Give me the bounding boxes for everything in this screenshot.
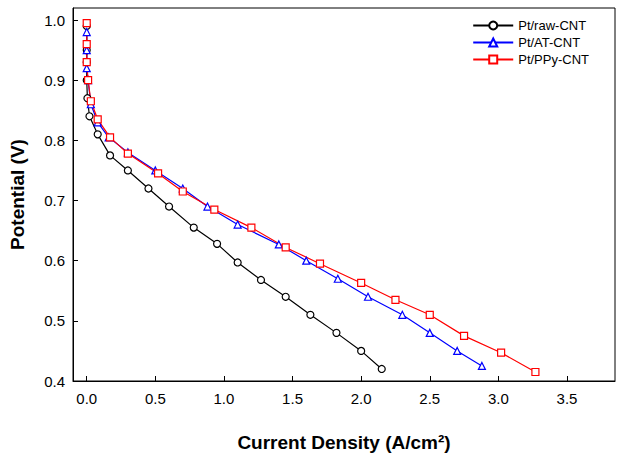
svg-text:1.5: 1.5 bbox=[282, 390, 303, 407]
svg-text:0.5: 0.5 bbox=[44, 312, 65, 329]
svg-text:2.0: 2.0 bbox=[351, 390, 372, 407]
svg-text:0.6: 0.6 bbox=[44, 252, 65, 269]
svg-text:Current Density (A/cm²): Current Density (A/cm²) bbox=[237, 432, 450, 453]
svg-text:3.0: 3.0 bbox=[488, 390, 509, 407]
svg-text:0.7: 0.7 bbox=[44, 192, 65, 209]
svg-text:Pt/PPy-CNT: Pt/PPy-CNT bbox=[518, 52, 589, 67]
svg-text:2.5: 2.5 bbox=[419, 390, 440, 407]
svg-text:Pt/AT-CNT: Pt/AT-CNT bbox=[518, 35, 580, 50]
svg-text:1.0: 1.0 bbox=[44, 12, 65, 29]
svg-text:Potential (V): Potential (V) bbox=[7, 139, 28, 250]
svg-text:0.0: 0.0 bbox=[76, 390, 97, 407]
svg-text:3.5: 3.5 bbox=[557, 390, 578, 407]
svg-text:0.8: 0.8 bbox=[44, 132, 65, 149]
svg-text:Pt/raw-CNT: Pt/raw-CNT bbox=[518, 18, 586, 33]
svg-text:0.5: 0.5 bbox=[145, 390, 166, 407]
svg-text:1.0: 1.0 bbox=[214, 390, 235, 407]
svg-text:0.9: 0.9 bbox=[44, 72, 65, 89]
svg-text:0.4: 0.4 bbox=[44, 373, 65, 390]
